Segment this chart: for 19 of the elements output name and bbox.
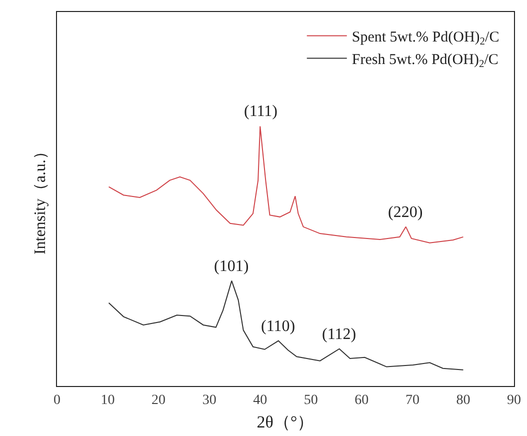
legend-label: Spent 5wt.% Pd(OH)$_{2}$/C [352,30,500,48]
x-tick-label: 10 [100,392,115,408]
x-tick-label: 80 [456,392,470,408]
x-tick-label: 90 [507,392,521,408]
x-tick-label: 60 [354,392,369,408]
annotation: (101) [214,258,249,275]
x-tick-label: 70 [405,392,420,408]
y-axis-title: Intensity（a.u.） [32,143,49,255]
x-axis-title: 2θ（°） [256,412,314,432]
x-tick-label: 30 [202,392,216,408]
x-tick-label: 20 [152,392,166,408]
x-tick-label: 0 [54,392,60,408]
legend-label: Fresh 5wt.% Pd(OH)$_{2}$/C [352,52,498,70]
annotation: (111) [244,103,278,120]
x-tick-label: 50 [304,392,318,408]
annotation: (110) [261,318,296,335]
annotation: (220) [388,204,423,221]
annotation: (112) [322,326,356,343]
x-tick-label: 40 [253,392,268,408]
